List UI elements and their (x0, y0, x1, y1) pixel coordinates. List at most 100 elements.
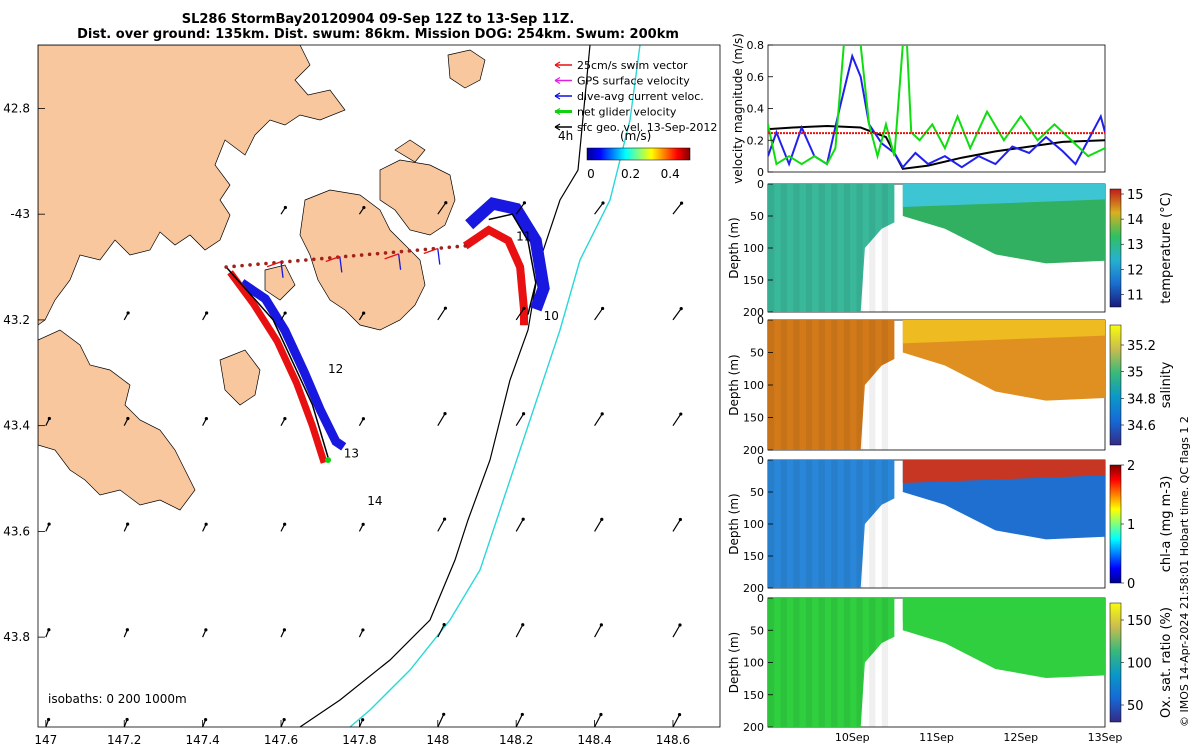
section-salinity: 0 50 100 150 200 Depth (m) 34.6 34.8 35 35.2salin… (727, 314, 1174, 457)
speed-tick-label: 0.4 (661, 167, 680, 181)
geo-vector (437, 413, 446, 426)
velocity-ytick: 0 (757, 166, 764, 179)
day-label: 12 (328, 362, 343, 376)
map-ytick-label: 43.8 (3, 630, 30, 644)
section-ytick: 50 (750, 624, 764, 637)
geo-vector (437, 714, 445, 727)
section-xtick: 13Sep (1088, 731, 1123, 744)
section-ytick: 0 (757, 454, 764, 467)
glider-track (224, 197, 550, 464)
geo-vector (515, 624, 524, 638)
section-ytick: 150 (743, 550, 764, 563)
section-ytick: 100 (743, 379, 764, 392)
day-label: 11 (516, 230, 531, 244)
legend-label: dive-avg current veloc. (577, 90, 704, 103)
geo-vector (515, 307, 525, 321)
land-masses (38, 45, 486, 511)
velocity-ylabel: velocity magnitude (m/s) (731, 33, 745, 184)
section-xtick: 11Sep (919, 731, 954, 744)
speed-colorbar-units: (m/s) (620, 129, 651, 143)
section-colorbar-tick: 2 (1127, 459, 1135, 474)
section-colorbar-tick: 0 (1127, 577, 1135, 592)
geo-vector (594, 202, 604, 215)
speed-colorbar-time: 4h (558, 129, 573, 143)
isobath-200 (299, 45, 591, 727)
map-xtick-label: 147 (34, 733, 57, 747)
section-ytick: 50 (750, 347, 764, 360)
section-colorbar-tick: 100 (1127, 657, 1152, 672)
section-colorbar-tick: 15 (1127, 188, 1144, 203)
section-colorbar-tick: 13 (1127, 238, 1144, 253)
section-ytick: 0 (757, 314, 764, 327)
section-ytick: 150 (743, 412, 764, 425)
section-xtick: 10Sep (835, 731, 870, 744)
geo-vector (437, 518, 446, 532)
velocity-ytick: 0.6 (747, 71, 765, 84)
geo-vector (672, 413, 682, 426)
section-colorbar-tick: 12 (1127, 263, 1144, 278)
section-ylabel: Depth (m) (727, 354, 741, 415)
legend-label: 25cm/s swim vector (577, 59, 688, 72)
day-labels: 10 11 12 13 14 (328, 230, 559, 508)
legend-label: sfc geo. vel. 13-Sep-2012 (577, 121, 717, 134)
section-ytick: 200 (743, 721, 764, 734)
section-chl-a: 0 50 100 150 200 Depth (m) 0 1 2 chl-a (mg m-3) (727, 454, 1174, 595)
section-ytick: 50 (750, 210, 764, 223)
credit-text: © IMOS 14-Apr-2024 21:58:01 Hobart time.… (1178, 416, 1191, 727)
section-colorbar-tick: 34.6 (1127, 419, 1156, 434)
section-ytick: 100 (743, 657, 764, 670)
map-legend: 25cm/s swim vector GPS surface velocity di… (554, 59, 717, 134)
section-colorbar (1109, 188, 1122, 308)
map-xtick-label: 148.6 (656, 733, 690, 747)
section-temperature: 0 50 100 150 200 Depth (m) 11 12 13 14 15 temperatu… (727, 178, 1174, 319)
geo-vector (594, 714, 602, 727)
geo-vector (594, 308, 604, 321)
section-colorbar-label: temperature (°C) (1159, 192, 1174, 304)
speed-tick-label: 0 (587, 167, 595, 181)
section-colorbar-label: Ox. sat. ratio (%) (1159, 607, 1174, 718)
speed-tick-label: 0.2 (621, 167, 640, 181)
section-ytick: 200 (743, 444, 764, 457)
map-xtick-label: 147.6 (264, 733, 298, 747)
section-colorbar-tick: 150 (1127, 614, 1152, 629)
section-ylabel: Depth (m) (727, 217, 741, 278)
section-colorbar-label: chl-a (mg m-3) (1159, 476, 1174, 573)
geo-vector (437, 307, 446, 321)
velocity-ytick: 0.4 (747, 103, 765, 116)
map-xtick-label: 148.4 (577, 733, 611, 747)
section-ytick: 100 (743, 242, 764, 255)
speed-colorbar: 4h (m/s) (558, 129, 691, 181)
section-colorbar-tick: 35.2 (1127, 339, 1156, 354)
section-colorbar-tick: 11 (1127, 288, 1144, 303)
geo-vector (515, 413, 525, 426)
geostrophic-vectors (45, 201, 684, 727)
geo-vector (437, 202, 447, 215)
map-xtick-label: 147.8 (342, 733, 376, 747)
section-colorbar-tick: 35 (1127, 366, 1144, 381)
section-ytick: 0 (757, 592, 764, 605)
geo-vector (515, 202, 525, 215)
map-ytick-label: -43 (10, 207, 30, 221)
map-title-line2: Dist. over ground: 135km. Dist. swum: 86… (77, 27, 679, 42)
section-ytick: 150 (743, 689, 764, 702)
map-panel: 147 147.2 147.4 147.6 147.8 148 148.2 148.4 148.… (3, 44, 721, 747)
day-label: 14 (367, 494, 382, 508)
geo-vector (594, 624, 602, 638)
geo-vector (672, 202, 683, 215)
map-xtick-label: 147.2 (107, 733, 141, 747)
velocity-series (768, 45, 1105, 166)
map-ytick-label: 43.2 (3, 313, 30, 327)
legend-label: net glider velocity (577, 106, 677, 119)
section-ytick: 100 (743, 518, 764, 531)
map-xtick-label: 148 (426, 733, 449, 747)
section-ytick: 150 (743, 274, 764, 287)
section-ylabel: Depth (m) (727, 632, 741, 693)
day-label: 10 (544, 309, 559, 323)
velocity-ytick: 0.8 (747, 39, 765, 52)
geo-vector (594, 413, 603, 426)
section-colorbar-tick: 1 (1127, 518, 1135, 533)
map-ytick-label: 42.8 (3, 101, 30, 115)
map-title-line1: SL286 StormBay20120904 09-Sep 12Z to 13-… (182, 12, 575, 27)
